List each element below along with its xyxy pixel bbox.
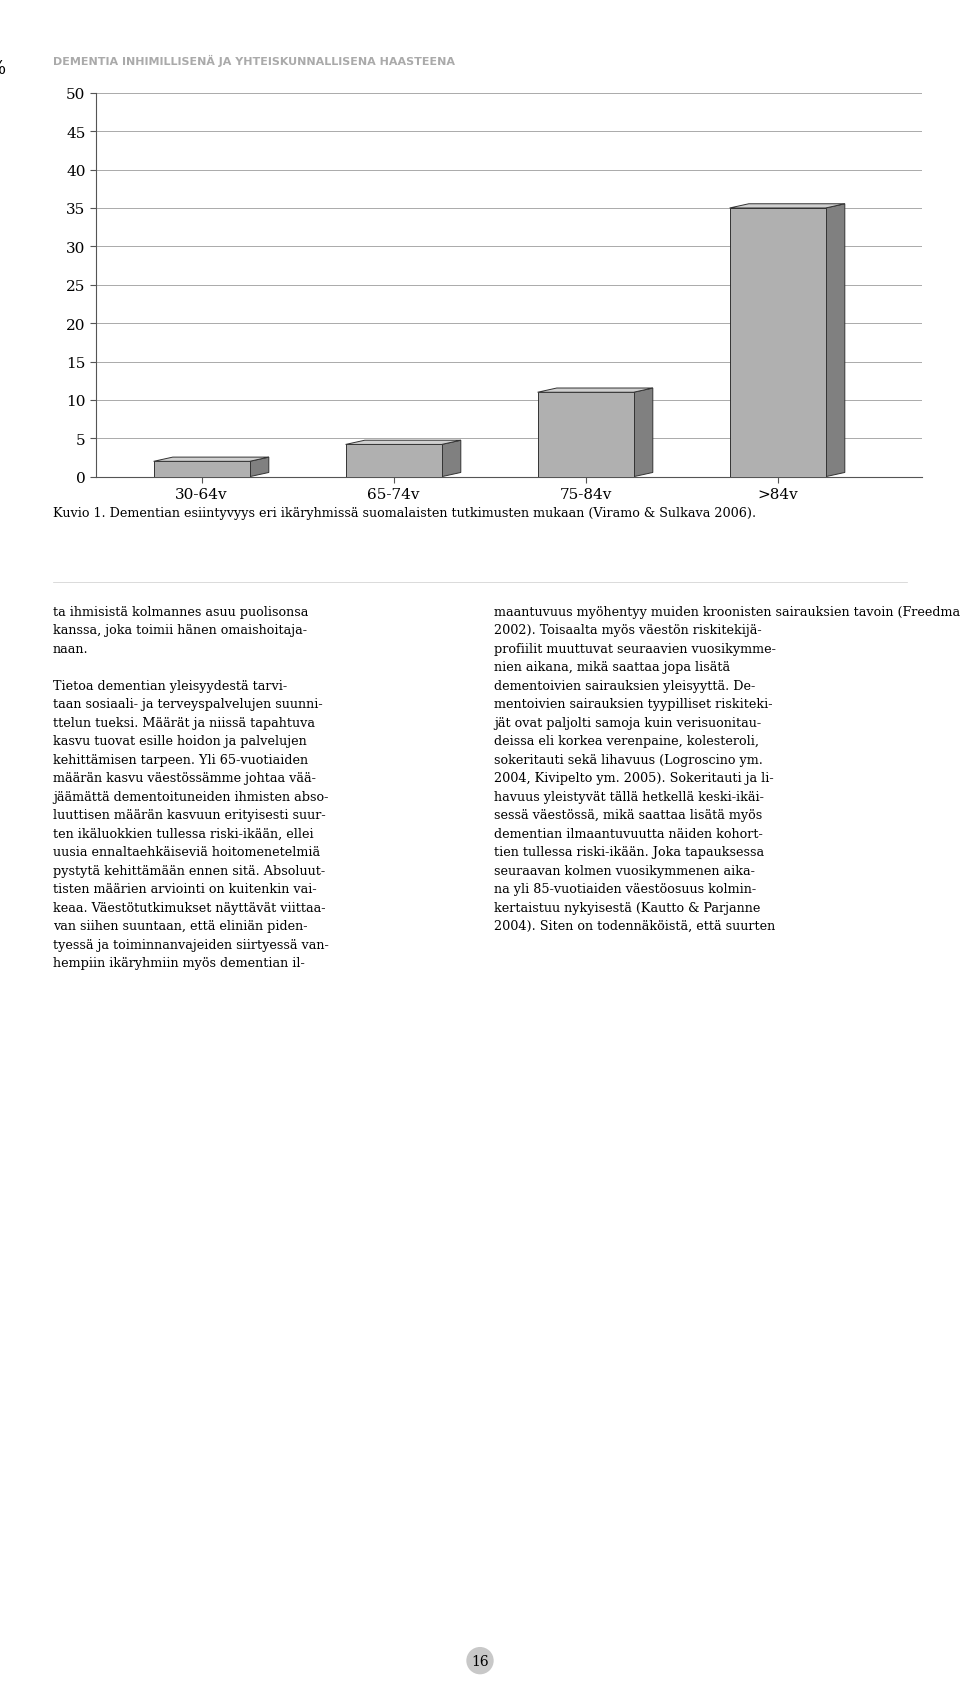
Polygon shape <box>826 205 845 477</box>
Text: 16: 16 <box>471 1654 489 1667</box>
Polygon shape <box>634 389 653 477</box>
Text: %: % <box>0 60 6 78</box>
Text: ta ihmisistä kolmannes asuu puolisonsa
kanssa, joka toimii hänen omaishoitaja-
n: ta ihmisistä kolmannes asuu puolisonsa k… <box>53 605 328 970</box>
Bar <box>538 394 634 477</box>
Bar <box>346 445 442 477</box>
Text: maantuvuus myöhentyy muiden kroonisten sairauksien tavoin (Freedman ym.
2002). T: maantuvuus myöhentyy muiden kroonisten s… <box>494 605 960 933</box>
Polygon shape <box>346 442 461 445</box>
Text: DEMENTIA INHIMILLISENÄ JA YHTEISKUNNALLISENA HAASTEENA: DEMENTIA INHIMILLISENÄ JA YHTEISKUNNALLI… <box>53 55 455 66</box>
Bar <box>730 210 826 477</box>
Polygon shape <box>730 205 845 210</box>
Polygon shape <box>442 442 461 477</box>
Bar <box>154 462 250 477</box>
Polygon shape <box>250 459 269 477</box>
Polygon shape <box>154 459 269 462</box>
Polygon shape <box>538 389 653 394</box>
Text: Kuvio 1. Dementian esiintyvyys eri ikäryhmissä suomalaisten tutkimusten mukaan (: Kuvio 1. Dementian esiintyvyys eri ikäry… <box>53 506 756 520</box>
